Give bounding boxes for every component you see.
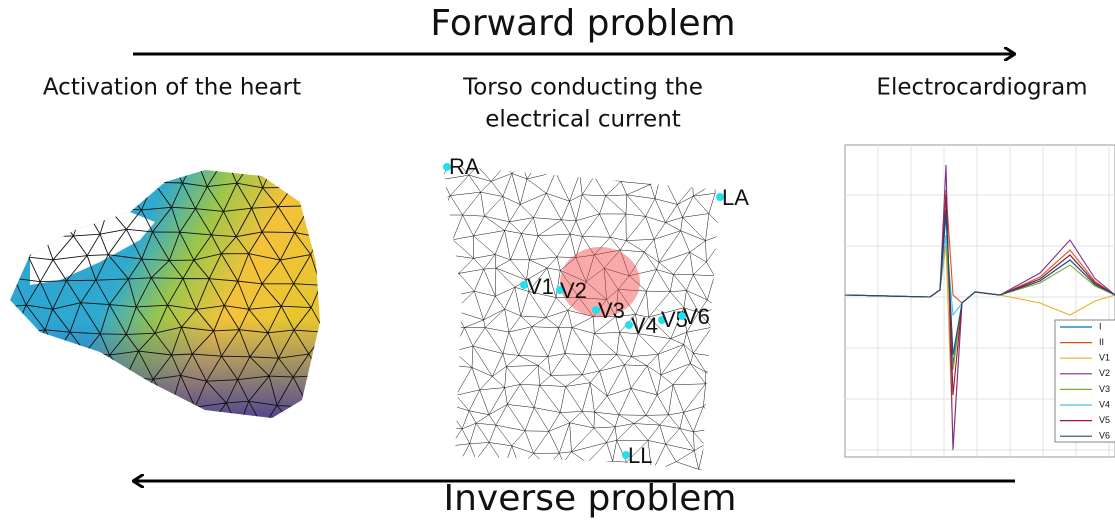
electrode-label: V2 [560,278,587,303]
electrode-label: LA [722,185,749,210]
electrode-label: RA [449,154,480,179]
ecg-label: Electrocardiogram [876,75,1087,101]
legend-label: V6 [1099,431,1110,441]
legend-label: V1 [1099,353,1110,363]
heart-label: Activation of the heart [43,75,301,101]
heart [0,156,325,430]
electrode-label: V3 [598,298,625,323]
legend-label: V2 [1099,368,1110,378]
forward-title: Forward problem [430,3,735,44]
electrode-label: V6 [683,304,710,329]
torso-label: Torso conducting the [462,75,703,101]
figure: Forward problem Inverse problem Activati… [0,0,1115,523]
torso-label: electrical current [485,107,681,133]
legend-label: I [1099,321,1102,331]
legend-label: V3 [1099,384,1110,394]
legend-label: V4 [1099,399,1110,409]
inverse-title: Inverse problem [444,478,737,519]
legend-label: V5 [1099,415,1110,425]
electrode-label: V1 [527,274,554,299]
electrode-label: V4 [631,313,658,338]
electrode-label: LL [628,443,652,468]
legend-label: II [1099,337,1104,347]
